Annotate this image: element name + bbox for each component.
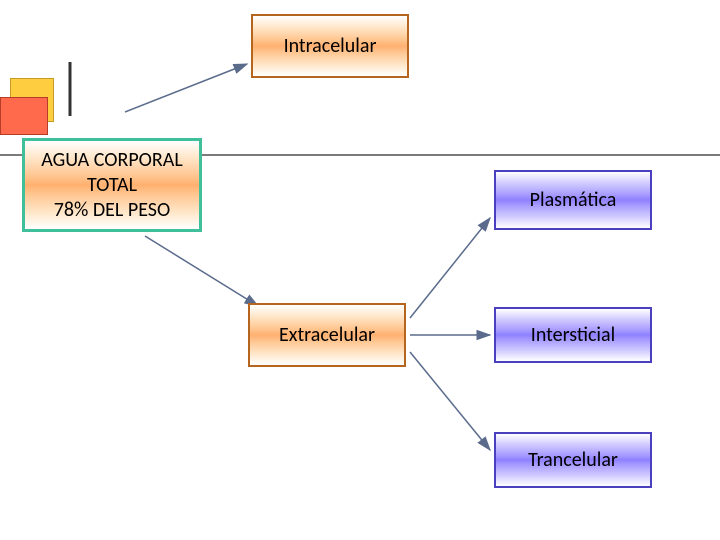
edge-extra-plasma	[410, 218, 490, 318]
node-trancelular: Trancelular	[494, 432, 652, 488]
edge-root-intra	[125, 64, 247, 112]
node-extracelular: Extracelular	[248, 303, 406, 367]
node-extracelular-label: Extracelular	[279, 323, 375, 348]
decor-square-front	[0, 97, 48, 135]
node-plasmatica: Plasmática	[494, 170, 652, 230]
edge-extra-tran	[410, 352, 490, 450]
node-intracelular: Intracelular	[251, 14, 409, 78]
node-plasmatica-label: Plasmática	[530, 188, 617, 213]
node-root-label: AGUA CORPORAL TOTAL 78% DEL PESO	[41, 148, 183, 223]
node-intersticial: Intersticial	[494, 307, 652, 363]
node-root: AGUA CORPORAL TOTAL 78% DEL PESO	[22, 138, 202, 232]
node-trancelular-label: Trancelular	[528, 448, 618, 473]
node-intracelular-label: Intracelular	[284, 34, 377, 59]
edge-root-extra	[145, 236, 258, 306]
node-intersticial-label: Intersticial	[531, 323, 615, 348]
